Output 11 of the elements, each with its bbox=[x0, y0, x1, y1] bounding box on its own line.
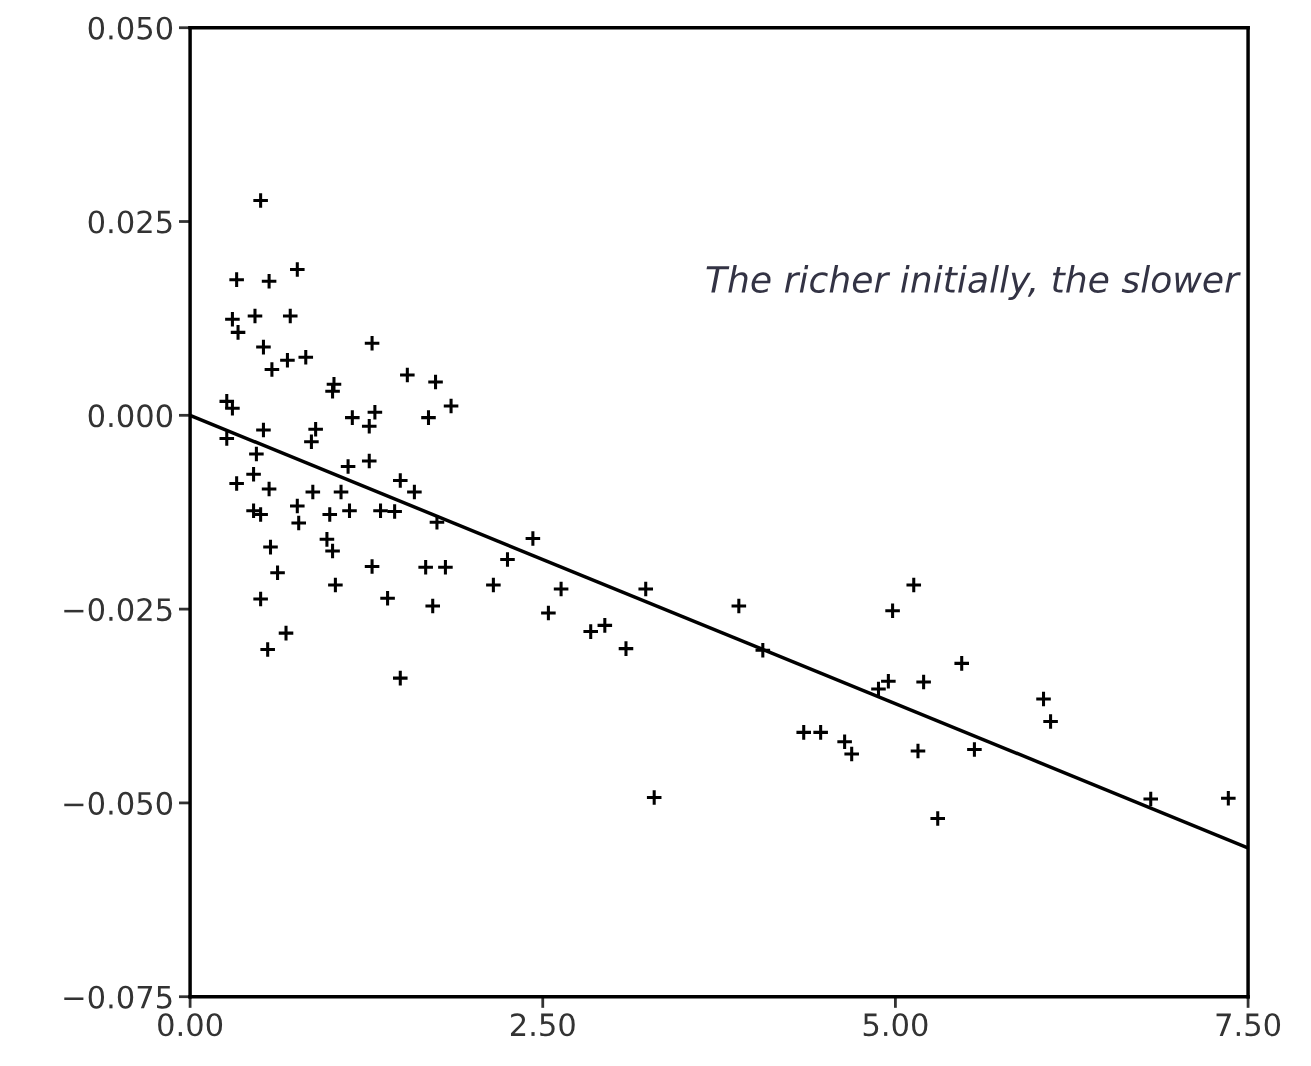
x-tick-label: 0.00 bbox=[158, 1013, 223, 1037]
annotation: The richer initially, the slower bbox=[706, 265, 1241, 300]
y-tick-label: −0.075 bbox=[64, 985, 172, 1009]
x-tick-label: 7.50 bbox=[1216, 1013, 1281, 1037]
y-tick-label: 0.050 bbox=[88, 16, 173, 40]
y-tick-label: 0.000 bbox=[88, 404, 173, 428]
y-tick-label: −0.025 bbox=[64, 598, 172, 622]
y-tick-label: 0.025 bbox=[88, 210, 172, 234]
x-tick-label: 5.00 bbox=[863, 1013, 928, 1037]
x-tick-label: 2.50 bbox=[510, 1013, 575, 1037]
y-tick-label: −0.050 bbox=[64, 791, 173, 815]
